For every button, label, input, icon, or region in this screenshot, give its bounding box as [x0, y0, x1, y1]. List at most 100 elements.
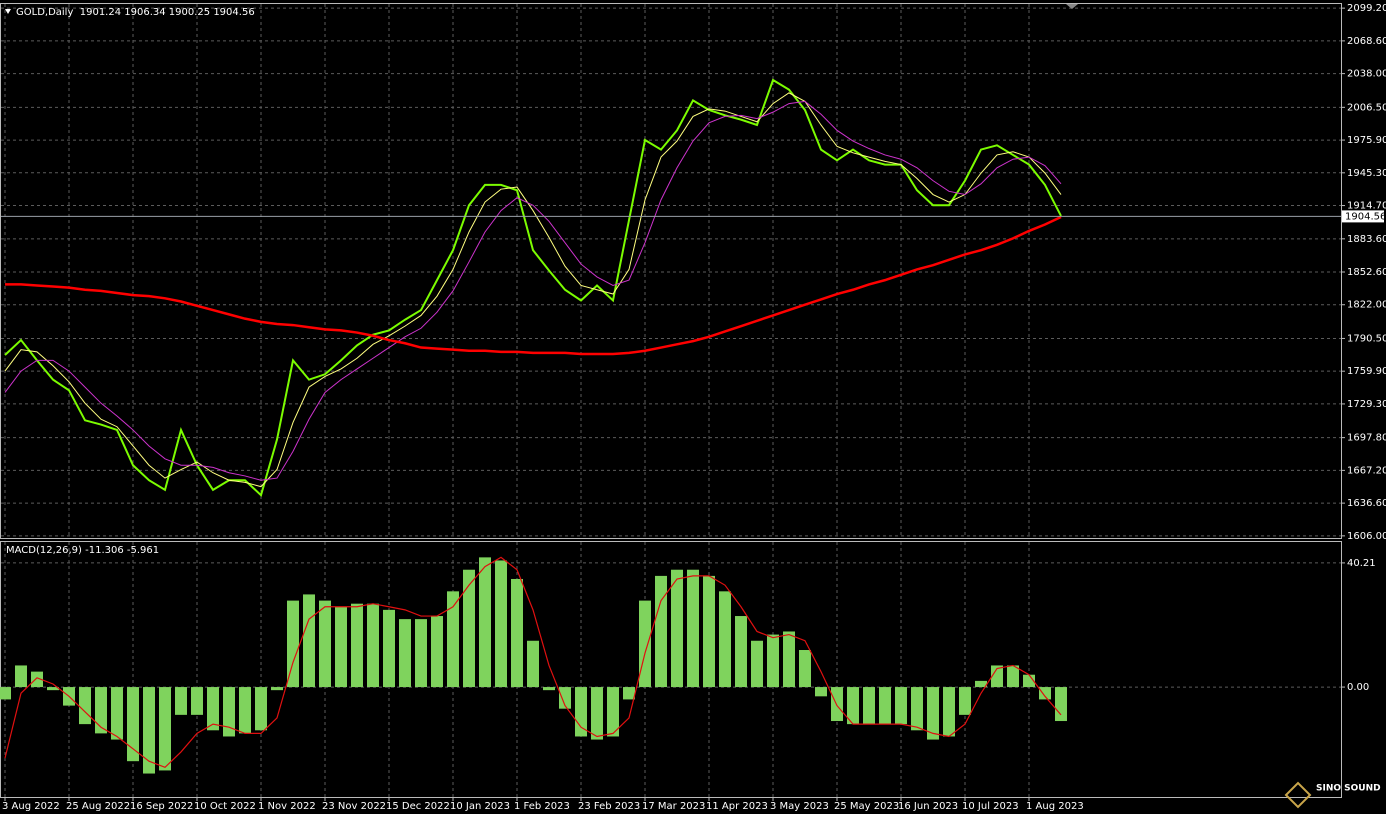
- x-tick-label: 11 Apr 2023: [706, 801, 768, 812]
- macd-bar: [127, 687, 139, 762]
- y-tick-label: 1759.90: [1347, 366, 1386, 377]
- macd-bar: [863, 687, 875, 725]
- x-tick-label: 10 Jan 2023: [450, 801, 510, 812]
- y-tick-label: 1729.30: [1347, 399, 1386, 410]
- macd-bar: [303, 594, 315, 688]
- y-tick-label: 1852.60: [1347, 267, 1386, 278]
- macd-bar: [479, 557, 491, 688]
- price-line: [4, 78, 1062, 498]
- y-tick-label: 40.21: [1347, 558, 1376, 569]
- grid: [1, 4, 1341, 797]
- x-tick-label: 16 Jun 2023: [898, 801, 958, 812]
- macd-bar: [447, 591, 459, 688]
- x-tick-label: 16 Sep 2022: [130, 801, 193, 812]
- x-tick-label: 15 Dec 2022: [386, 801, 450, 812]
- x-tick-label: 25 Aug 2022: [66, 801, 130, 812]
- macd-bar: [383, 609, 395, 688]
- last-price-box: [1342, 210, 1384, 223]
- macd-bar: [0, 687, 11, 700]
- macd-bar: [879, 687, 891, 725]
- y-tick-label: 1975.90: [1347, 135, 1386, 146]
- macd-bar: [287, 600, 299, 688]
- macd-bar: [639, 600, 651, 688]
- macd-bar: [207, 687, 219, 731]
- x-tick-label: 1 Aug 2023: [1026, 801, 1084, 812]
- macd-bar: [223, 687, 235, 737]
- macd-bar: [319, 600, 331, 688]
- x-tick-label: 17 Mar 2023: [642, 801, 705, 812]
- chart-title: GOLD,Daily 1901.24 1906.34 1900.25 1904.…: [16, 7, 255, 18]
- x-tick-label: 10 Jul 2023: [962, 801, 1019, 812]
- macd-panel-frame: [0, 541, 1342, 798]
- macd-bar: [335, 606, 347, 688]
- macd-bar: [367, 603, 379, 688]
- x-tick-label: 25 May 2023: [834, 801, 899, 812]
- macd-bar: [831, 687, 843, 722]
- plot: 2099.20 2068.60 2038.00 2006.50 1975.90 1945.…: [0, 3, 1386, 812]
- macd-bar: [895, 687, 907, 725]
- macd-bar: [655, 575, 667, 688]
- macd-title: MACD(12,26,9) -11.306 -5.961: [6, 545, 159, 556]
- macd-bar: [671, 569, 683, 688]
- shift-marker: [1066, 4, 1078, 9]
- x-tick-label: 3 May 2023: [770, 801, 829, 812]
- macd-bar: [111, 687, 123, 740]
- price-line: [5, 215, 1062, 356]
- y-tick-label: 1636.60: [1347, 498, 1386, 509]
- macd-bar: [527, 640, 539, 688]
- macd-bar: [239, 687, 251, 734]
- signal-line: [4, 556, 1062, 769]
- y-tick-label: 2038.00: [1347, 69, 1386, 80]
- x-tick-label: 10 Oct 2022: [194, 801, 256, 812]
- macd-bar: [511, 578, 523, 688]
- macd-bar: [623, 687, 635, 700]
- macd-bar: [79, 687, 91, 725]
- logo-icon: [1284, 781, 1312, 809]
- macd-bar: [271, 687, 283, 691]
- macd-bar: [31, 671, 43, 688]
- macd-bar: [751, 640, 763, 688]
- macd-bar: [799, 650, 811, 688]
- macd-bar: [415, 619, 427, 688]
- y-tick-label: 0.00: [1347, 682, 1369, 693]
- price-panel-frame: [0, 3, 1342, 539]
- y-tick-label: 2006.50: [1347, 102, 1386, 113]
- y-tick-label: 1790.50: [1347, 333, 1386, 344]
- macd-bar: [943, 687, 955, 737]
- macd-bar: [1039, 687, 1051, 700]
- macd-bar: [911, 687, 923, 731]
- price-line: [4, 100, 1062, 481]
- y-tick-label: 1667.20: [1347, 465, 1386, 476]
- macd-bar: [351, 603, 363, 688]
- macd-bar: [703, 575, 715, 688]
- watermark: SINO SOUND: [1316, 784, 1381, 794]
- macd-bar: [559, 687, 571, 709]
- macd-bar: [767, 634, 779, 688]
- macd-bar: [927, 687, 939, 740]
- x-tick-label: 23 Feb 2023: [578, 801, 640, 812]
- macd-bar: [543, 687, 555, 691]
- macd-bar: [255, 687, 267, 731]
- macd-bar: [191, 687, 203, 715]
- x-tick-label: 3 Aug 2022: [2, 801, 60, 812]
- macd-bar: [47, 687, 59, 691]
- price-line: [4, 92, 1062, 488]
- y-tick-label: 1606.00: [1347, 531, 1386, 542]
- x-tick-label: 1 Feb 2023: [514, 801, 570, 812]
- macd-bar: [959, 687, 971, 715]
- y-tick-label: 1822.00: [1347, 300, 1386, 311]
- x-tick-label: 1 Nov 2022: [258, 801, 316, 812]
- macd-bar: [975, 680, 987, 688]
- macd-bar: [95, 687, 107, 734]
- macd-bar: [591, 687, 603, 740]
- macd-bar: [719, 591, 731, 688]
- macd-bar: [431, 616, 443, 688]
- macd-bar: [159, 687, 171, 771]
- macd-bar: [143, 687, 155, 774]
- macd-bar: [1007, 665, 1019, 688]
- macd-bar: [991, 665, 1003, 688]
- macd-bar: [607, 687, 619, 737]
- menu-triangle[interactable]: [5, 9, 11, 14]
- y-tick-label: 2068.60: [1347, 36, 1386, 47]
